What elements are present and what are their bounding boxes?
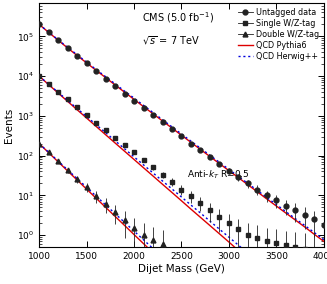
Text: $\sqrt{s}$ = 7 TeV: $\sqrt{s}$ = 7 TeV <box>142 35 199 47</box>
X-axis label: Dijet Mass (GeV): Dijet Mass (GeV) <box>138 264 225 274</box>
Legend: Untagged data, Single W/Z-tag, Double W/Z-tag, QCD Pythia6, QCD Herwig++: Untagged data, Single W/Z-tag, Double W/… <box>237 7 320 62</box>
Text: Anti-$k_{T}$ R=0.5: Anti-$k_{T}$ R=0.5 <box>187 169 250 181</box>
Text: CMS (5.0 fb$^{-1}$): CMS (5.0 fb$^{-1}$) <box>142 10 214 25</box>
Y-axis label: Events: Events <box>5 107 14 143</box>
